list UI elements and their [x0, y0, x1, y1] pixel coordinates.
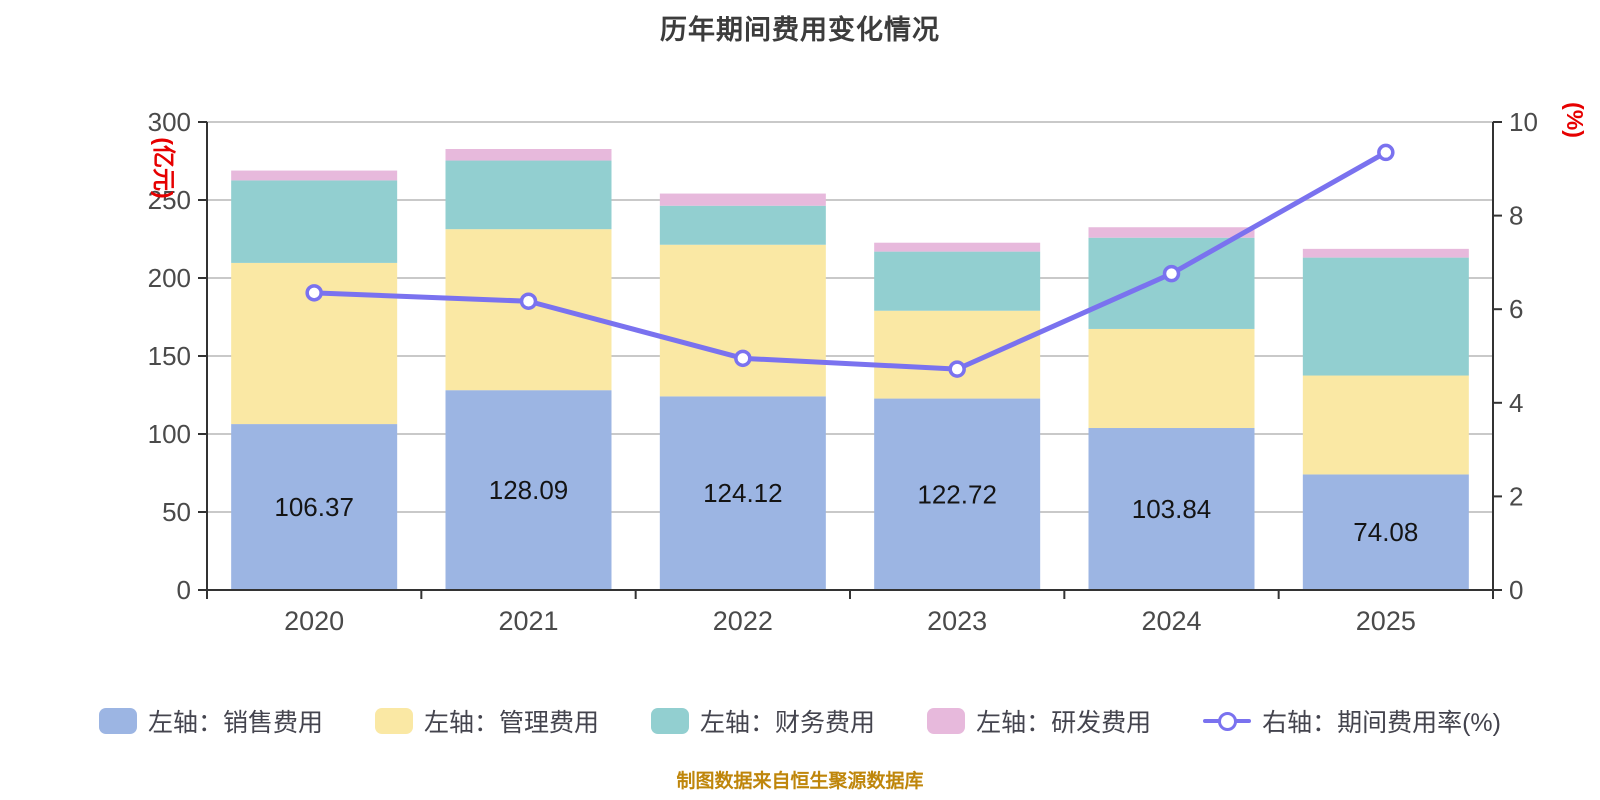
rate-point-2020[interactable] — [305, 284, 323, 302]
bar-segment-销售费用-2021[interactable] — [445, 390, 612, 590]
bar-segment-财务费用-2025[interactable] — [1302, 257, 1469, 376]
bar-value-label-2021: 128.09 — [489, 475, 569, 505]
legend-line-marker-icon — [1203, 708, 1252, 734]
x-axis-label-2022: 2022 — [713, 606, 773, 636]
legend-label: 右轴：期间费用率(%) — [1262, 709, 1501, 737]
right-axis-tick-label: 2 — [1509, 481, 1523, 511]
legend-swatch-icon — [651, 708, 690, 734]
right-axis-tick-label: 4 — [1509, 388, 1523, 418]
right-axis-tick-label: 8 — [1509, 201, 1523, 231]
legend-label: 左轴：研发费用 — [976, 709, 1152, 737]
left-axis-tick-label: 0 — [177, 575, 191, 605]
rate-point-2021[interactable] — [519, 292, 538, 310]
bar-segment-管理费用-2022[interactable] — [659, 244, 826, 397]
legend-item-财务费用[interactable]: 左轴：财务费用 — [651, 703, 875, 739]
legend-item-销售费用[interactable]: 左轴：销售费用 — [99, 703, 323, 739]
x-axis-label-2023: 2023 — [927, 606, 987, 636]
rate-point-2022[interactable] — [734, 349, 752, 368]
x-axis-label-2021: 2021 — [498, 606, 558, 636]
bar-segment-销售费用-2023[interactable] — [874, 398, 1041, 590]
bar-segment-研发费用-2023[interactable] — [874, 242, 1041, 252]
bar-segment-研发费用-2022[interactable] — [659, 193, 826, 206]
bar-segment-研发费用-2025[interactable] — [1302, 248, 1469, 258]
x-axis-label-2024: 2024 — [1141, 606, 1201, 636]
left-axis-tick-label: 100 — [148, 419, 191, 449]
bar-value-label-2024: 103.84 — [1132, 494, 1212, 524]
bar-segment-销售费用-2022[interactable] — [659, 396, 826, 590]
bar-segment-管理费用-2024[interactable] — [1088, 328, 1255, 429]
bar-value-label-2023: 122.72 — [917, 479, 997, 509]
x-axis-label-2020: 2020 — [284, 606, 344, 636]
bar-segment-管理费用-2025[interactable] — [1302, 375, 1469, 475]
rate-line[interactable] — [311, 149, 1389, 372]
bar-segment-财务费用-2020[interactable] — [231, 180, 398, 263]
bar-segment-财务费用-2022[interactable] — [659, 205, 826, 245]
legend-label: 左轴：销售费用 — [148, 709, 324, 737]
bar-segment-财务费用-2024[interactable] — [1088, 237, 1255, 329]
bar-value-label-2020: 106.37 — [274, 492, 354, 522]
bar-segment-管理费用-2023[interactable] — [874, 310, 1041, 399]
left-axis-tick-label: 150 — [148, 341, 191, 371]
left-axis-tick-label: 300 — [148, 107, 191, 137]
bar-segment-研发费用-2020[interactable] — [231, 170, 398, 181]
legend-item-期间费用率(%)[interactable]: 右轴：期间费用率(%) — [1203, 703, 1501, 739]
legend-item-管理费用[interactable]: 左轴：管理费用 — [375, 703, 599, 739]
rate-point-2023[interactable] — [948, 360, 966, 378]
bar-segment-销售费用-2025[interactable] — [1302, 474, 1469, 590]
left-axis-tick-label: 200 — [148, 263, 191, 293]
right-axis-name: (%) — [1562, 102, 1588, 138]
chart-title: 历年期间费用变化情况 — [660, 15, 940, 45]
bar-segment-财务费用-2023[interactable] — [874, 251, 1041, 311]
legend-label: 左轴：财务费用 — [700, 709, 876, 737]
legend-swatch-icon — [927, 708, 966, 734]
legend: 左轴：销售费用 左轴：管理费用 左轴：财务费用 左轴：研发费用 右轴：期间费用率(%) — [0, 703, 1600, 739]
right-axis-tick-label: 10 — [1509, 107, 1538, 137]
bar-segment-销售费用-2024[interactable] — [1088, 428, 1255, 590]
x-axis-label-2025: 2025 — [1356, 606, 1416, 636]
bar-value-label-2025: 74.08 — [1353, 517, 1418, 547]
right-axis-tick-label: 6 — [1509, 294, 1523, 324]
right-axis-tick-label: 0 — [1509, 575, 1523, 605]
left-axis-tick-label: 250 — [148, 185, 191, 215]
legend-item-研发费用[interactable]: 左轴：研发费用 — [927, 703, 1151, 739]
bar-segment-财务费用-2021[interactable] — [445, 160, 612, 230]
legend-swatch-icon — [375, 708, 414, 734]
bar-value-label-2022: 124.12 — [703, 478, 783, 508]
rate-point-2024[interactable] — [1162, 264, 1181, 283]
left-axis-name: (亿元) — [151, 137, 177, 198]
data-source-note: 制图数据来自恒生聚源数据库 — [676, 771, 924, 792]
bar-segment-研发费用-2021[interactable] — [445, 149, 612, 161]
legend-label: 左轴：管理费用 — [424, 709, 600, 737]
legend-swatch-icon — [99, 708, 138, 734]
left-axis-tick-label: 50 — [162, 497, 191, 527]
bar-segment-销售费用-2020[interactable] — [231, 424, 398, 590]
rate-point-2025[interactable] — [1377, 143, 1395, 162]
bar-segment-研发费用-2024[interactable] — [1088, 227, 1255, 238]
